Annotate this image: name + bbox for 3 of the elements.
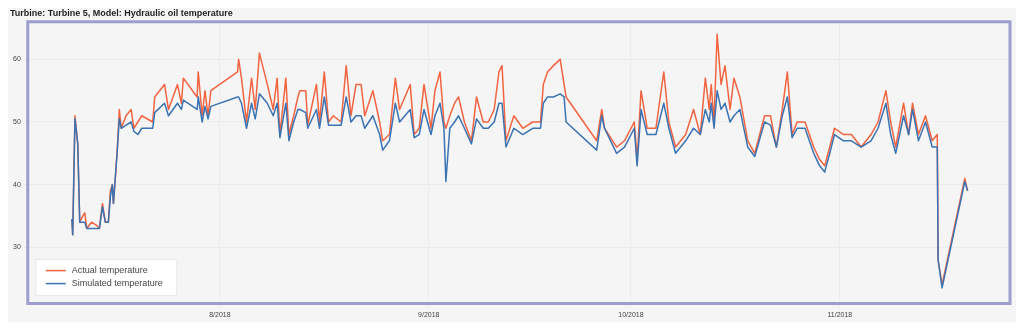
legend-label: Simulated temperature xyxy=(71,278,163,289)
legend-label: Actual temperature xyxy=(71,265,148,276)
chart-title: Turbine: Turbine 5, Model: Hydraulic oil temperature xyxy=(10,7,233,18)
